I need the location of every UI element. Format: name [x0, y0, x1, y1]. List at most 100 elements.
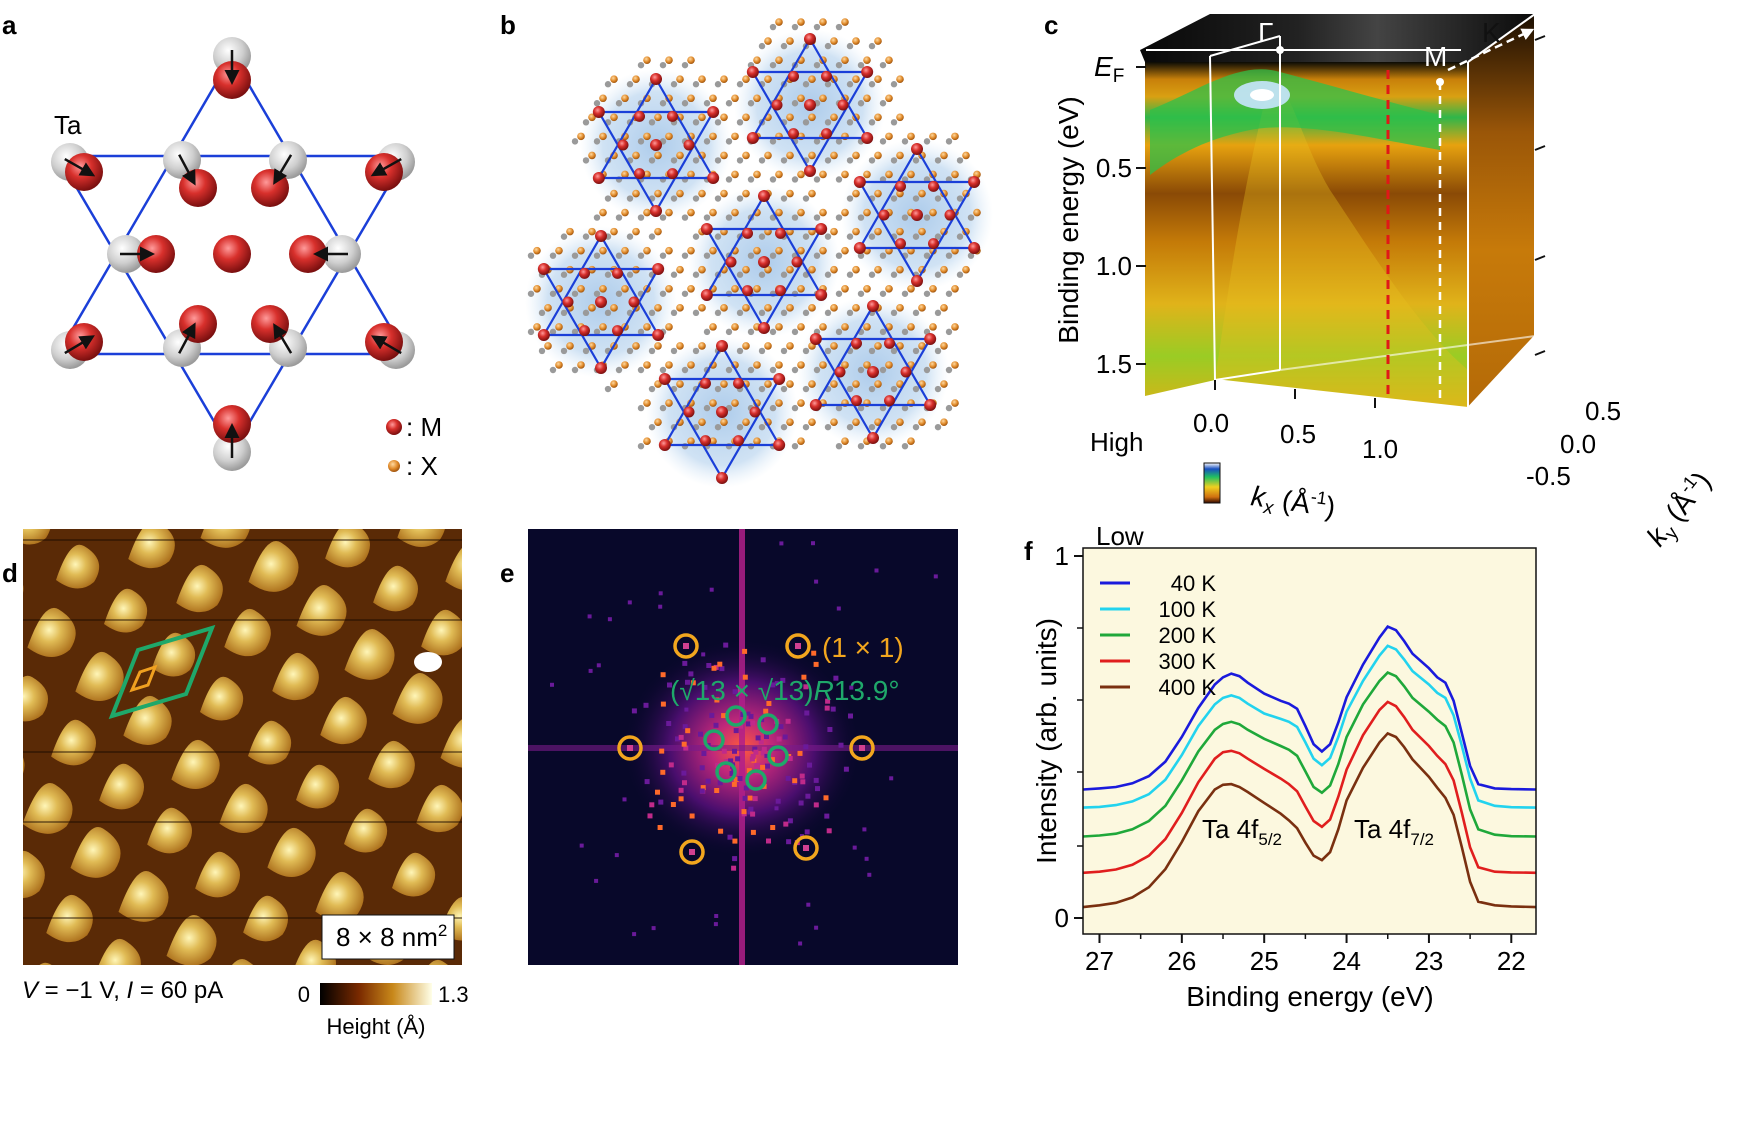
lattice-site [901, 290, 909, 297]
fft-pixel [657, 825, 663, 830]
stm-trimer [123, 695, 172, 745]
lattice-site [923, 252, 931, 259]
fft-pixel [764, 734, 769, 739]
m-atom [595, 362, 607, 374]
x-atom [753, 361, 761, 369]
lattice-site [813, 23, 821, 31]
fft-pixel [701, 751, 707, 756]
c-ylabel: Binding energy (eV) [1053, 96, 1084, 343]
x-atom [720, 113, 728, 122]
x-atom [797, 94, 805, 103]
fft-pixel [717, 661, 723, 667]
m-atom [537, 329, 550, 341]
lattice-site [769, 328, 777, 336]
fft-pixel [778, 724, 784, 730]
lattice-site [725, 138, 733, 145]
bragg-peak [795, 643, 801, 649]
lattice-site [879, 252, 887, 259]
fft-pixel [738, 723, 743, 729]
fft-pixel [711, 665, 717, 671]
k-label: K [1482, 17, 1501, 48]
x-atom [819, 361, 827, 369]
x-atom [654, 342, 662, 350]
x-atom [753, 94, 761, 103]
x-atom [654, 151, 662, 160]
fft-noise-pixel [596, 663, 601, 668]
fft-pixel [811, 650, 817, 656]
lattice-site [758, 347, 766, 355]
fft-pixel [727, 834, 733, 840]
x-atom [841, 56, 849, 64]
bragg-peak [627, 745, 633, 751]
lattice-site [835, 23, 843, 31]
lattice-site [659, 61, 667, 69]
lattice-site [736, 347, 744, 355]
x-atom [830, 113, 838, 122]
x-atom [852, 304, 860, 312]
lattice-site [835, 138, 843, 145]
x-atom [665, 284, 673, 293]
x-atom [742, 265, 750, 274]
fft-pixel [823, 795, 829, 801]
fft-pixel [813, 661, 819, 667]
x-atom [874, 380, 882, 388]
lattice-site [681, 100, 689, 107]
x-atom [676, 151, 684, 160]
lattice-site [791, 23, 799, 31]
fft-pixel [743, 785, 749, 791]
fft-noise-pixel [594, 878, 599, 883]
lattice-site [659, 366, 667, 374]
lattice-site [571, 366, 579, 374]
m-atom [895, 180, 906, 192]
fft-pixel [682, 660, 688, 666]
m-atom [652, 263, 665, 275]
fft-pixel [690, 680, 696, 686]
x-atom [643, 170, 651, 179]
xps-legend-label: 100 K [1159, 597, 1217, 622]
x-atom [863, 56, 871, 64]
x-atom [698, 342, 706, 350]
fft-pixel [689, 813, 695, 819]
lattice-site [736, 195, 744, 202]
lattice-site [758, 385, 766, 393]
x-atom [830, 265, 838, 274]
fft-pixel [766, 838, 771, 844]
x-atom [632, 227, 640, 236]
lattice-site [824, 119, 832, 126]
x-atom [566, 342, 574, 350]
fft-noise-pixel [658, 591, 663, 596]
fft-noise-pixel [779, 541, 784, 546]
x-atom [841, 323, 849, 331]
stm-trimer [56, 544, 100, 589]
fft-noise-pixel [852, 845, 857, 850]
x-atom [808, 304, 816, 312]
x-atom [731, 399, 739, 407]
fft-noise-pixel [933, 574, 938, 579]
x-atom [885, 94, 893, 103]
lattice-site [890, 309, 898, 317]
stm-trimer [51, 719, 97, 766]
x-atom [775, 361, 783, 369]
x-atom [808, 418, 816, 426]
lattice-site [835, 404, 843, 412]
fft-pixel [755, 763, 761, 769]
panel-e: e (1 × 1) (√13 × √13)R13.9° [500, 529, 958, 965]
lattice-site [692, 309, 700, 317]
fft-pixel [800, 779, 806, 785]
fft-pixel [780, 677, 786, 683]
xps-series-line [1082, 731, 1537, 909]
x-atom [698, 418, 706, 426]
bragg-ring [679, 839, 705, 865]
fft-pixel [761, 746, 767, 752]
panel-b: b [500, 10, 993, 488]
fft-pixel [753, 749, 759, 755]
lattice-site [956, 233, 964, 240]
x-atom [852, 151, 860, 160]
x-atom [852, 265, 860, 274]
lattice-site [736, 271, 744, 278]
xps-series-line [1082, 624, 1537, 791]
star-triangle [596, 76, 716, 180]
x-atom [643, 437, 651, 445]
stm-trimer [23, 585, 24, 593]
m-atom [788, 128, 799, 140]
